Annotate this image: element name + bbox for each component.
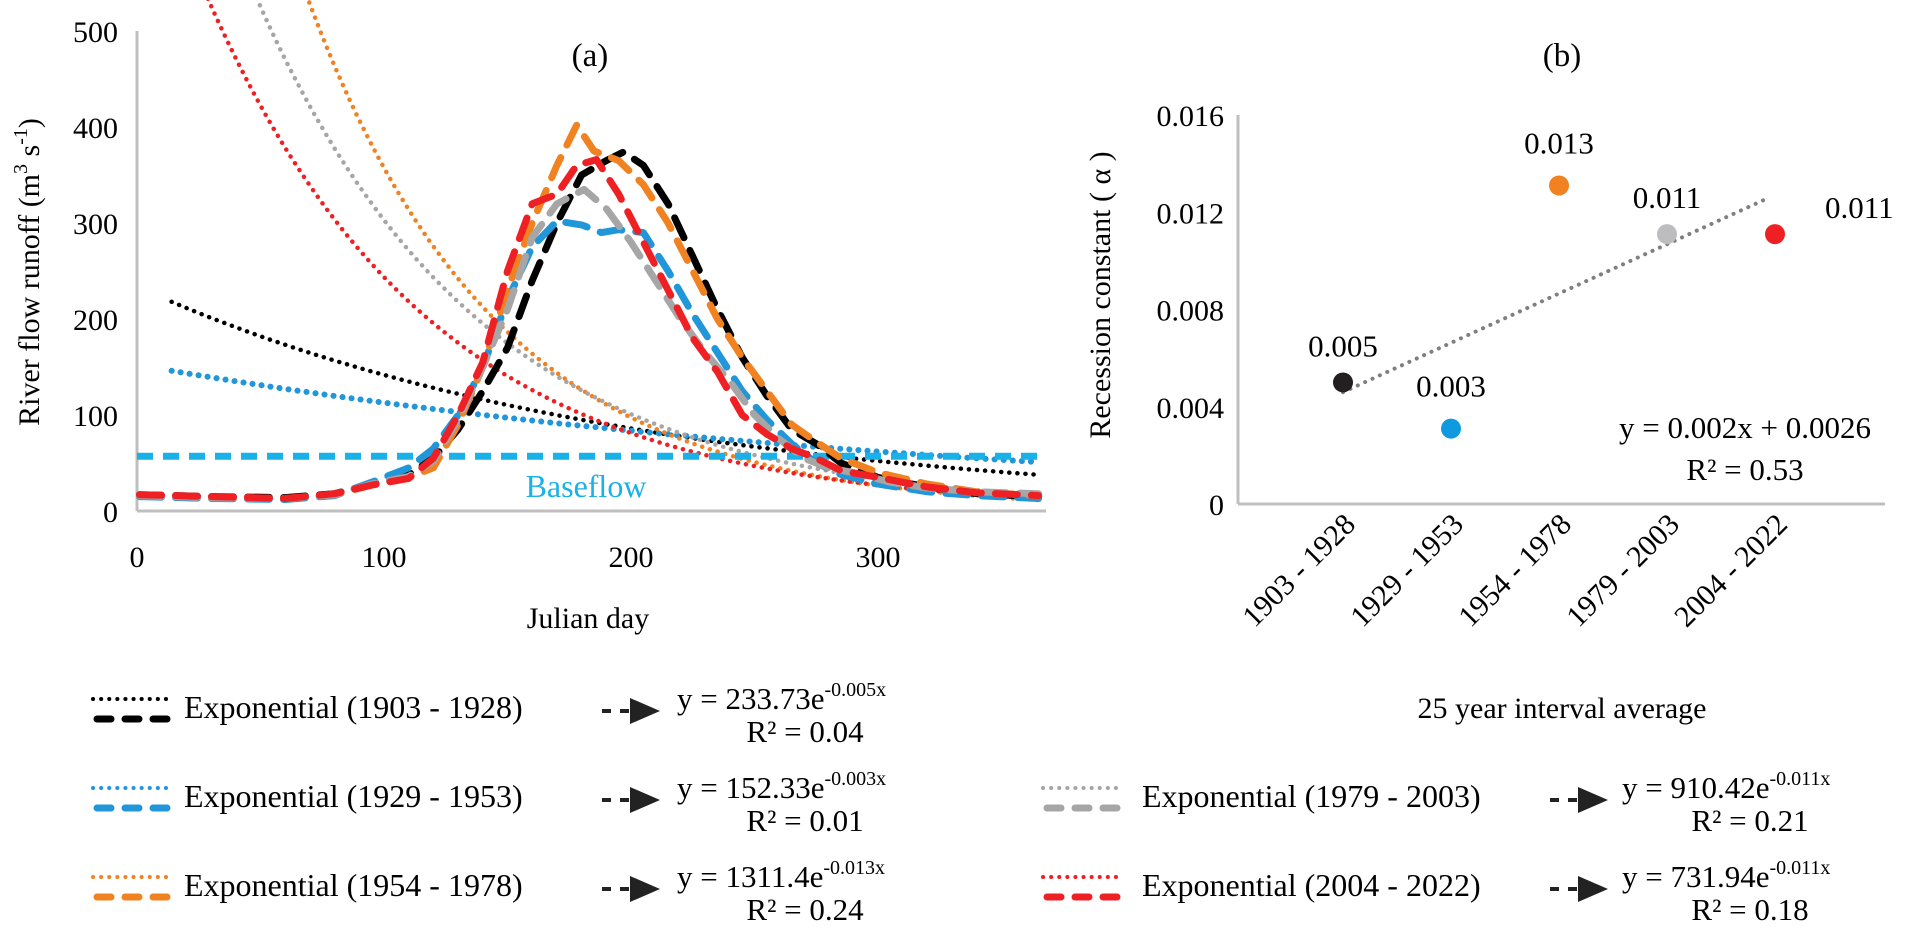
x-category-label: 2004 - 2022 xyxy=(1668,508,1794,634)
x-category-label: 1979 - 2003 xyxy=(1560,508,1686,634)
arrow-right-icon xyxy=(1578,876,1608,902)
y-tick-label: 400 xyxy=(73,112,118,145)
legend-entry: Exponential (2004 - 2022) y = 731.94e-0.0… xyxy=(1041,857,1830,927)
data-point xyxy=(1333,372,1353,393)
legend-label: Exponential (1929 - 1953) xyxy=(184,778,523,814)
y-tick-label: 0 xyxy=(1209,489,1224,522)
legend-r2: R² = 0.04 xyxy=(746,714,864,749)
arrow-right-icon xyxy=(1578,787,1608,813)
panel-a-x-axis-title: Julian day xyxy=(527,602,649,635)
panel-b-x-axis-title: 25 year interval average xyxy=(1418,692,1707,725)
legend-equation: y = 152.33e-0.003x xyxy=(677,768,886,805)
baseflow-label: Baseflow xyxy=(526,468,647,504)
legend-entry: Exponential (1979 - 2003) y = 910.42e-0.0… xyxy=(1041,768,1830,838)
hydrograph-2004-2022 xyxy=(136,156,1043,502)
panel-a-title: (a) xyxy=(572,38,609,74)
equation-exponent: -0.003x xyxy=(825,768,887,790)
legend-entry: Exponential (1929 - 1953) y = 152.33e-0.0… xyxy=(91,768,886,838)
equation-exponent: -0.011x xyxy=(1770,768,1831,790)
x-category-label: 1954 - 1978 xyxy=(1452,508,1578,634)
equation-base: y = 731.94e xyxy=(1622,859,1770,894)
y-tick-label: 0.008 xyxy=(1157,295,1225,328)
panel-b-title: (b) xyxy=(1543,38,1581,74)
equation-exponent: -0.013x xyxy=(823,857,885,879)
x-tick-label: 300 xyxy=(856,541,901,574)
data-label: 0.005 xyxy=(1308,328,1378,363)
equation-base: y = 152.33e xyxy=(677,770,825,805)
data-point xyxy=(1657,224,1677,245)
x-tick-label: 0 xyxy=(130,541,145,574)
legend-r2: R² = 0.24 xyxy=(746,892,864,927)
data-label: 0.011 xyxy=(1633,180,1702,215)
legend-label: Exponential (1903 - 1928) xyxy=(184,689,523,725)
equation-exponent: -0.011x xyxy=(1770,857,1831,879)
equation-base: y = 910.42e xyxy=(1622,770,1770,805)
panel-a-x-tick-labels: 0 100 200 300 xyxy=(130,541,901,574)
legend-r2: R² = 0.18 xyxy=(1691,892,1808,927)
x-category-label: 1929 - 1953 xyxy=(1344,508,1470,634)
fit-curve-1903-1928 xyxy=(169,299,1041,478)
panel-b-recession-chart: (b) 0 0.004 0.008 0.012 0.016 1903 - 1928192… xyxy=(1084,38,1894,725)
panel-b-trendline xyxy=(1341,195,1771,395)
x-tick-label: 200 xyxy=(609,541,654,574)
y-tick-label: 0.016 xyxy=(1157,100,1225,133)
panel-b-trend-r2: R² = 0.53 xyxy=(1686,452,1803,487)
data-point xyxy=(1765,224,1785,245)
panel-b-trend-equation: y = 0.002x + 0.0026 xyxy=(1619,410,1871,445)
y-tick-label: 500 xyxy=(73,16,118,49)
arrow-right-icon xyxy=(630,876,660,902)
data-point xyxy=(1549,175,1569,196)
legend-equation: y = 233.73e-0.005x xyxy=(677,679,886,716)
panel-b-points: 0.005 0.003 0.013 0.011 0.011 xyxy=(1308,126,1894,439)
panel-a-y-tick-labels: 0 100 200 300 400 500 xyxy=(73,16,118,529)
arrow-right-icon xyxy=(630,698,660,724)
panel-b-y-axis-title: Recession constant ( α ) xyxy=(1084,151,1117,438)
equation-base: y = 233.73e xyxy=(677,681,825,716)
y-tick-label: 0.012 xyxy=(1157,197,1225,230)
x-tick-label: 100 xyxy=(362,541,407,574)
equation-exponent: -0.005x xyxy=(825,679,887,701)
hydrograph-1954-1978 xyxy=(136,121,1043,502)
legend-entry: Exponential (1903 - 1928) y = 233.73e-0.0… xyxy=(91,679,886,749)
legend-r2: R² = 0.21 xyxy=(1691,803,1808,838)
equation-base: y = 1311.4e xyxy=(677,859,823,894)
panel-a-runoff-chart: (a) 0 100 200 300 400 500 0 100 200 300 Julian d… xyxy=(10,0,1046,635)
arrow-right-icon xyxy=(630,787,660,813)
data-label: 0.011 xyxy=(1825,190,1894,225)
x-category-label: 1903 - 1928 xyxy=(1236,508,1362,634)
panel-a-hydrographs xyxy=(136,121,1043,503)
legend-equation: y = 1311.4e-0.013x xyxy=(677,857,885,894)
y-tick-label: 300 xyxy=(73,208,118,241)
panel-a-exponential-fits xyxy=(168,0,1042,503)
legend-equation: y = 731.94e-0.011x xyxy=(1622,857,1830,894)
legend-equation: y = 910.42e-0.011x xyxy=(1622,768,1830,805)
hydrograph-1903-1928 xyxy=(136,148,1043,502)
legend-entry: Exponential (1954 - 1978) y = 1311.4e-0.0… xyxy=(91,857,885,927)
y-tick-label: 0.004 xyxy=(1157,392,1225,425)
fit-curve-1979-2003 xyxy=(255,0,1041,498)
legend-r2: R² = 0.01 xyxy=(746,803,863,838)
legend-label: Exponential (1954 - 1978) xyxy=(184,867,523,903)
data-label: 0.013 xyxy=(1524,126,1594,161)
panel-b-y-tick-labels: 0 0.004 0.008 0.012 0.016 xyxy=(1157,100,1225,522)
y-tick-label: 100 xyxy=(73,400,118,433)
y-tick-label: 0 xyxy=(103,496,118,529)
panel-a-y-axis-title: River flow runoff (m3 s-1) xyxy=(10,118,46,426)
legend-label: Exponential (1979 - 2003) xyxy=(1142,778,1481,814)
y-tick-label: 200 xyxy=(73,304,118,337)
legend: Exponential (1903 - 1928) y = 233.73e-0.0… xyxy=(91,679,1830,927)
fit-curve-2004-2022 xyxy=(206,0,1041,501)
data-point xyxy=(1441,418,1461,439)
fit-curve-1929-1953 xyxy=(168,367,1042,466)
legend-label: Exponential (2004 - 2022) xyxy=(1142,867,1481,903)
data-label: 0.003 xyxy=(1416,369,1486,404)
